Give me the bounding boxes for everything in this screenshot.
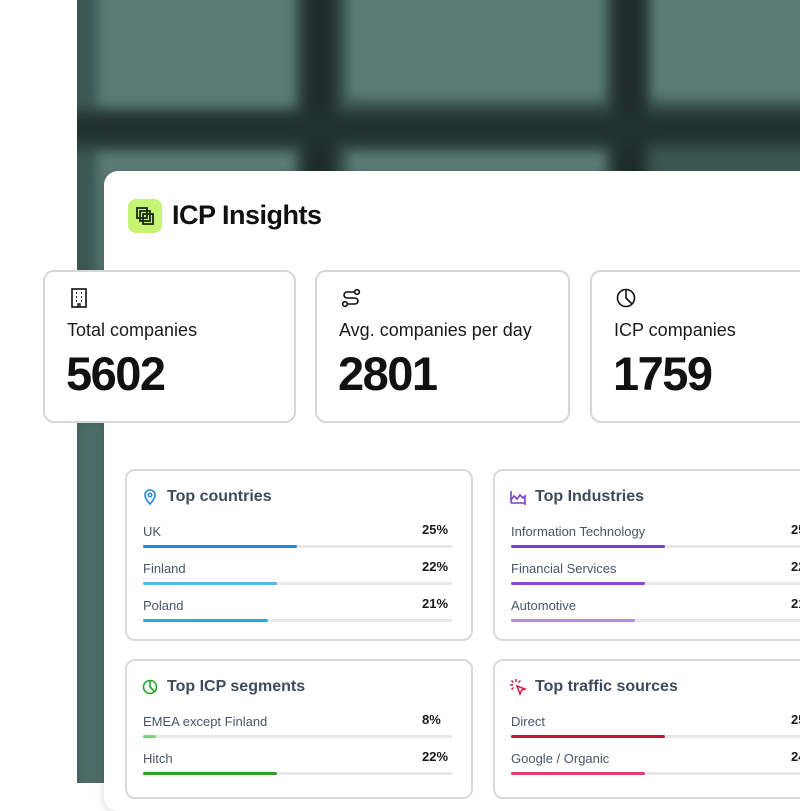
row-name: Automotive xyxy=(511,598,577,613)
card-top-traffic-sources: Top traffic sources Direct 25% Google / … xyxy=(493,659,800,799)
row-percent: 21% xyxy=(791,596,800,611)
pie-chart-icon xyxy=(616,288,636,308)
progress-track xyxy=(511,619,800,622)
row-percent: 25% xyxy=(791,522,800,537)
stat-label: ICP companies xyxy=(614,320,736,340)
layers-icon xyxy=(136,207,154,225)
row-name: Hitch xyxy=(143,751,173,766)
row-percent: 22% xyxy=(791,559,800,574)
app-logo xyxy=(128,199,162,233)
route-icon xyxy=(341,288,361,308)
row-percent: 22% xyxy=(422,749,449,764)
progress-track xyxy=(143,545,452,548)
progress-fill xyxy=(143,772,277,775)
progress-fill xyxy=(511,619,635,622)
progress-track xyxy=(143,735,452,738)
progress-track xyxy=(143,582,452,585)
row-percent: 21% xyxy=(422,596,449,611)
stat-card-icp-companies: ICP companies 1759 xyxy=(590,270,800,423)
stat-value: 5602 xyxy=(66,347,166,400)
row-percent: 8% xyxy=(422,712,441,727)
card-title: Top ICP segments xyxy=(167,678,306,695)
progress-fill xyxy=(511,772,645,775)
row-name: Direct xyxy=(511,714,545,729)
row-percent: 25% xyxy=(791,712,800,727)
row-percent: 22% xyxy=(422,559,449,574)
page-title: ICP Insights xyxy=(172,200,322,230)
factory-icon xyxy=(509,488,527,506)
stat-label: Total companies xyxy=(67,320,198,340)
progress-fill xyxy=(511,735,665,738)
cursor-click-icon xyxy=(509,678,527,696)
stat-label: Avg. companies per day xyxy=(339,320,532,340)
row-name: UK xyxy=(143,524,162,539)
row-percent: 24% xyxy=(791,749,800,764)
progress-fill xyxy=(143,545,297,548)
stat-value: 2801 xyxy=(338,347,438,400)
stat-card-total-companies: Total companies 5602 xyxy=(43,270,296,423)
card-top-countries: Top countries UK 25% Finland 22% Poland … xyxy=(125,469,473,641)
row-name: Poland xyxy=(143,598,184,613)
card-top-icp-segments: Top ICP segments EMEA except Finland 8% … xyxy=(125,659,473,799)
row-name: Finland xyxy=(143,561,186,576)
progress-track xyxy=(143,619,452,622)
row-name: EMEA except Finland xyxy=(143,714,268,729)
card-header: Top Industries xyxy=(509,488,644,506)
progress-track xyxy=(143,772,452,775)
progress-fill xyxy=(511,582,645,585)
card-header: Top ICP segments xyxy=(141,678,305,696)
progress-track xyxy=(511,772,800,775)
card-header: Top traffic sources xyxy=(509,678,678,696)
row-name: Financial Services xyxy=(511,561,617,576)
stat-card-avg-companies-per-day: Avg. companies per day 2801 xyxy=(315,270,570,423)
progress-track xyxy=(511,545,800,548)
progress-track xyxy=(511,735,800,738)
card-title: Top traffic sources xyxy=(535,678,678,695)
card-title: Top Industries xyxy=(535,488,645,505)
card-header: Top countries xyxy=(141,488,272,506)
progress-fill xyxy=(143,582,277,585)
progress-fill xyxy=(143,619,268,622)
row-name: Information Technology xyxy=(511,524,646,539)
stat-value: 1759 xyxy=(613,347,713,400)
progress-track xyxy=(511,582,800,585)
building-icon xyxy=(71,288,87,308)
map-pin-icon xyxy=(141,488,159,506)
progress-fill xyxy=(511,545,665,548)
row-name: Google / Organic xyxy=(511,751,610,766)
row-percent: 25% xyxy=(422,522,449,537)
pie-segment-icon xyxy=(141,678,159,696)
progress-fill xyxy=(143,735,156,738)
card-top-industries: Top Industries Information Technology 25… xyxy=(493,469,800,641)
card-title: Top countries xyxy=(167,488,272,505)
